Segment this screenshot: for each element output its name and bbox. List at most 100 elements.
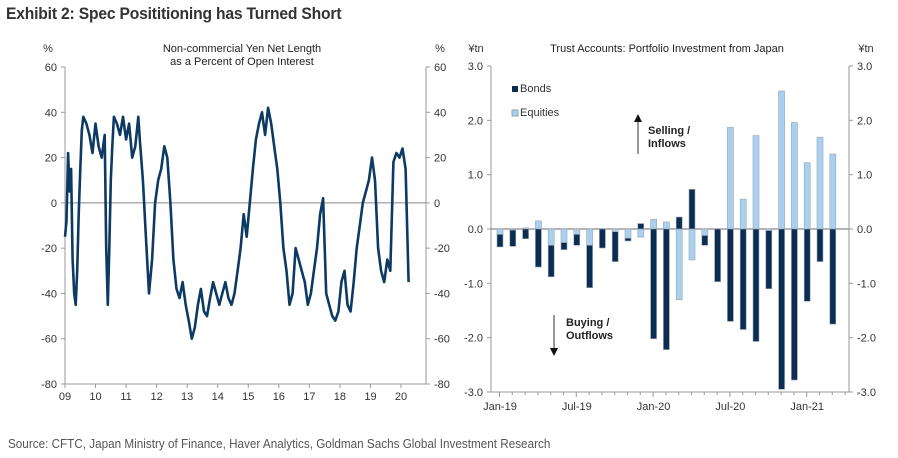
left-chart: Non-commercial Yen Net Length as a Perce…	[41, 43, 450, 403]
bonds-bar	[586, 245, 593, 288]
legend-label-bonds: Bonds	[520, 83, 552, 95]
equities-bar	[560, 228, 568, 243]
equities-bar	[727, 127, 734, 230]
bonds-bar	[752, 228, 760, 342]
equities-bar	[573, 228, 581, 235]
bonds-bar	[650, 228, 657, 340]
bonds-bar	[675, 216, 683, 230]
left-ytick-label-right: -80	[434, 379, 450, 391]
annotation-buying-line1: Buying /	[566, 317, 609, 329]
right-ytick-label-right: 3.0	[857, 61, 872, 73]
bonds-bar	[611, 231, 619, 262]
legend: Bonds Equities	[511, 83, 560, 119]
bonds-bar	[573, 234, 581, 246]
equities-bar	[791, 122, 798, 230]
left-ytick-label-right: -20	[434, 243, 450, 255]
annotation-selling-line2: Inflows	[648, 138, 686, 150]
annotation-selling: Selling / Inflows	[634, 114, 690, 154]
left-chart-subtitle: as a Percent of Open Interest	[170, 56, 314, 68]
equities-bar	[650, 218, 657, 230]
right-ytick-label: 3.0	[468, 61, 483, 73]
bonds-bar	[739, 228, 747, 330]
legend-label-equities: Equities	[520, 107, 560, 119]
equities-bar	[829, 153, 837, 230]
arrow-up-head-icon	[634, 114, 642, 122]
right-xtick-label: Jan-20	[637, 401, 671, 413]
left-xtick-label: 19	[364, 391, 376, 403]
equities-bar	[803, 162, 811, 230]
left-xtick-label: 14	[212, 391, 224, 403]
left-ytick-label: -20	[41, 243, 57, 255]
left-xtick-label: 11	[120, 391, 131, 403]
right-ytick-label: 0.0	[468, 224, 483, 236]
left-ytick-label-right: -60	[434, 334, 450, 346]
left-ytick-label: -60	[41, 334, 57, 346]
source-note: Source: CFTC, Japan Ministry of Finance,…	[8, 436, 551, 451]
left-ytick-label-right: -40	[434, 288, 450, 300]
left-ytick-label: -80	[41, 379, 57, 391]
right-xtick-label: Jul-20	[715, 401, 745, 413]
left-xtick-label: 18	[334, 391, 346, 403]
legend-swatch-bonds	[512, 86, 518, 92]
arrow-down-head-icon	[550, 348, 558, 356]
equities-bar	[663, 221, 670, 230]
left-xtick-label: 17	[303, 391, 315, 403]
left-xtick-label: 13	[181, 391, 193, 403]
bonds-bar	[765, 230, 773, 290]
bonds-bar	[701, 235, 709, 246]
right-ytick-label-right: -1.0	[857, 278, 876, 290]
left-xtick-label: 12	[151, 391, 163, 403]
legend-swatch-equities	[511, 109, 519, 117]
left-ytick-label: -40	[41, 288, 57, 300]
equities-bar	[752, 135, 760, 230]
right-ytick-label-right: 0.0	[857, 224, 872, 236]
bonds-bar	[522, 228, 529, 240]
bonds-bar	[727, 228, 734, 322]
right-ytick-label-right: 1.0	[857, 170, 872, 182]
right-y-unit-left: ¥tn	[467, 43, 483, 55]
annotation-buying-line2: Outflows	[566, 330, 613, 342]
exhibit-title: Exhibit 2: Spec Posititioning has Turned…	[6, 4, 342, 23]
right-ytick-label: 1.0	[468, 170, 483, 182]
right-chart-title: Trust Accounts: Portfolio Investment fro…	[550, 43, 784, 55]
equities-bar	[496, 228, 504, 235]
equities-bar	[739, 198, 747, 230]
bonds-bar	[496, 234, 504, 248]
right-xtick-label: Jan-19	[483, 401, 517, 413]
right-ytick-label-right: 2.0	[857, 115, 872, 127]
left-y-unit-right: %	[435, 43, 445, 55]
bonds-bar	[624, 237, 632, 242]
left-ytick-label-right: 20	[434, 153, 446, 165]
equities-bar	[675, 228, 683, 300]
yen-net-length-line	[63, 106, 410, 340]
left-chart-title: Non-commercial Yen Net Length	[163, 43, 321, 55]
bonds-bar	[778, 228, 785, 390]
bonds-bar	[599, 228, 606, 249]
bonds-bar	[688, 189, 696, 230]
right-ytick-label-right: -2.0	[857, 333, 876, 345]
equities-bar	[778, 90, 785, 230]
bonds-bar	[535, 228, 542, 268]
right-chart: Trust Accounts: Portfolio Investment fro…	[464, 43, 876, 413]
left-xtick-label: 16	[273, 391, 285, 403]
equities-bar	[611, 228, 619, 233]
bonds-bar	[829, 228, 837, 325]
equities-bar	[816, 136, 824, 230]
left-xtick-label: 10	[89, 391, 101, 403]
bonds-bar	[803, 228, 811, 302]
left-ytick-label-right: 60	[434, 62, 446, 74]
left-y-unit-left: %	[43, 43, 53, 55]
equities-bar	[547, 228, 555, 246]
right-ytick-label-right: -3.0	[857, 387, 876, 399]
equities-bar	[535, 220, 542, 230]
left-ytick-label: 40	[45, 107, 57, 119]
annotation-selling-line1: Selling /	[648, 125, 690, 137]
left-ytick-label: 60	[45, 62, 57, 74]
bonds-bar	[714, 228, 721, 283]
equities-bar	[586, 228, 593, 246]
left-ytick-label-right: 40	[434, 107, 446, 119]
bonds-bar	[509, 229, 517, 247]
bonds-bar	[637, 223, 645, 230]
left-xtick-label: 15	[242, 391, 254, 403]
